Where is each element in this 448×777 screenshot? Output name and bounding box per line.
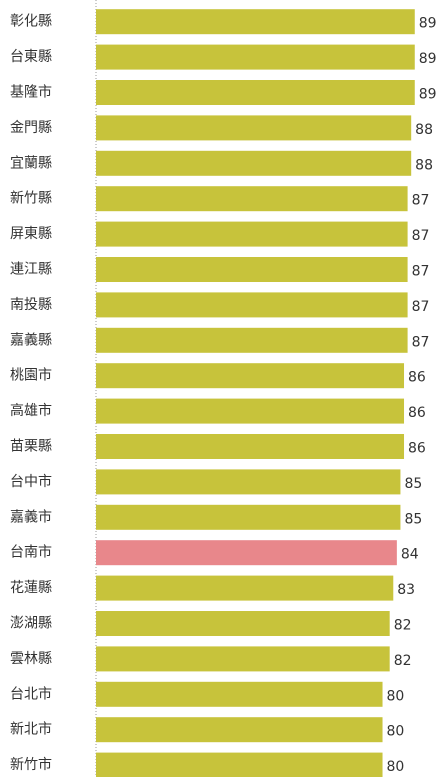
- category-label: 台東縣: [10, 49, 52, 65]
- value-label: 86: [408, 441, 426, 457]
- bar: [96, 540, 397, 566]
- category-label: 台中市: [10, 473, 52, 490]
- value-label: 87: [412, 264, 430, 280]
- category-label: 屏東縣: [10, 226, 52, 242]
- value-label: 85: [404, 511, 422, 527]
- category-label: 嘉義市: [10, 508, 52, 525]
- value-label: 89: [419, 87, 437, 103]
- bar: [96, 115, 412, 141]
- bar: [96, 752, 383, 777]
- category-label: 新北市: [10, 721, 52, 738]
- bar: [96, 681, 383, 707]
- bar: [96, 504, 401, 530]
- value-label: 87: [412, 299, 430, 315]
- category-label: 彰化縣: [10, 13, 52, 30]
- bar: [96, 257, 408, 282]
- value-label: 80: [387, 688, 405, 704]
- value-label: 84: [401, 547, 419, 563]
- value-label: 82: [394, 618, 412, 634]
- bar: [96, 646, 390, 672]
- bar: [96, 80, 415, 105]
- bar: [96, 363, 405, 389]
- category-label: 雲林縣: [10, 651, 52, 667]
- bar: [96, 717, 383, 743]
- value-label: 87: [412, 334, 430, 350]
- value-label: 87: [412, 228, 430, 244]
- value-label: 89: [419, 16, 437, 32]
- bar: [96, 398, 405, 424]
- value-label: 87: [412, 193, 430, 209]
- value-label: 85: [404, 476, 422, 492]
- value-label: 86: [408, 405, 426, 421]
- category-label: 桃園市: [10, 367, 52, 384]
- value-label: 88: [415, 157, 433, 173]
- bar: [96, 44, 415, 70]
- category-label: 連江縣: [10, 262, 52, 278]
- bar: [96, 434, 405, 459]
- bar: [96, 327, 408, 353]
- value-label: 80: [387, 759, 405, 775]
- category-label: 苗栗縣: [10, 439, 52, 455]
- value-label: 82: [394, 653, 412, 669]
- category-label: 花蓮縣: [10, 580, 52, 596]
- value-label: 80: [387, 724, 405, 740]
- category-label: 金門縣: [10, 120, 52, 136]
- bar: [96, 575, 394, 601]
- category-label: 新竹縣: [10, 191, 52, 207]
- category-label: 台北市: [10, 685, 52, 702]
- bar: [96, 9, 415, 35]
- category-label: 南投縣: [10, 297, 52, 313]
- value-label: 83: [397, 582, 415, 598]
- category-label: 高雄市: [10, 402, 52, 419]
- category-label: 台南市: [10, 544, 52, 561]
- category-label: 澎湖縣: [10, 616, 52, 632]
- bar: [96, 150, 412, 176]
- value-label: 89: [419, 51, 437, 67]
- category-label: 嘉義縣: [10, 331, 52, 348]
- value-label: 86: [408, 370, 426, 386]
- category-label: 新竹市: [10, 756, 52, 773]
- bar: [96, 611, 390, 636]
- category-label: 宜蘭縣: [10, 155, 52, 171]
- bar: [96, 292, 408, 318]
- value-label: 88: [415, 122, 433, 138]
- bar: [96, 221, 408, 247]
- category-label: 基隆市: [10, 84, 52, 101]
- bar: [96, 186, 408, 212]
- bar: [96, 469, 401, 495]
